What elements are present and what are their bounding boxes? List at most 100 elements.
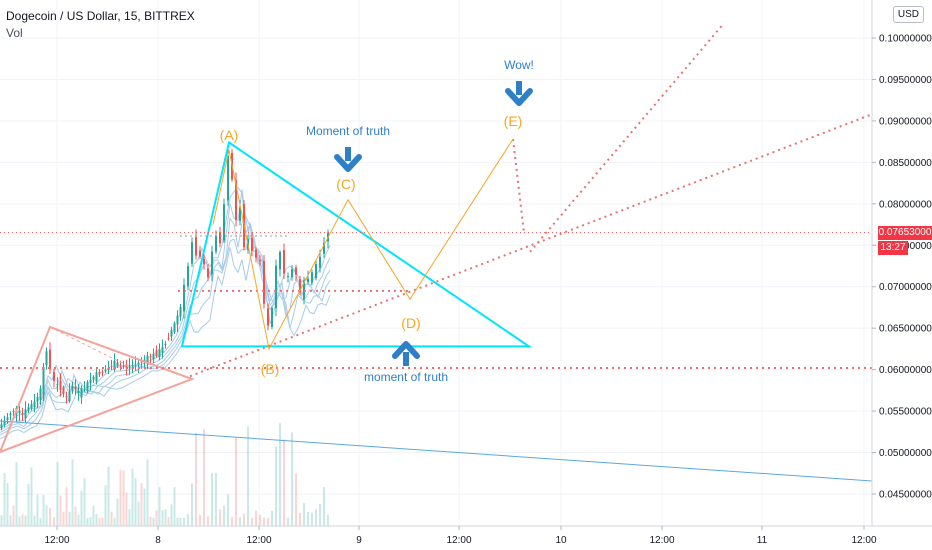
volume-bar — [68, 511, 71, 526]
candle-body — [263, 260, 265, 304]
volume-bar — [255, 510, 257, 526]
volume-bar — [203, 429, 205, 526]
annotation-text: Wow! — [504, 58, 534, 72]
volume-bar — [299, 512, 301, 526]
candle-body — [307, 278, 309, 283]
candle-body — [137, 362, 140, 365]
volume-bar — [39, 517, 42, 526]
volume-bar — [283, 439, 285, 526]
volume-bar — [164, 509, 167, 526]
volume-bar — [179, 517, 182, 526]
time-axis[interactable]: 12:00 8 12:00 9 12:00 10 12:00 11 12:00 — [0, 525, 932, 546]
candle-body — [21, 413, 24, 415]
volume-bar — [287, 517, 289, 526]
time-tick-label: 12:00 — [446, 535, 471, 546]
volume-bar — [98, 518, 101, 526]
volume-bar — [223, 505, 225, 526]
volume-bar — [53, 517, 55, 526]
volume-bar — [323, 487, 325, 526]
price-tick-label: 0.05000000 — [879, 448, 932, 459]
currency-button[interactable]: USD — [892, 6, 924, 23]
candle-body — [131, 365, 134, 367]
volume-bar — [0, 515, 3, 526]
candle-body — [176, 315, 179, 325]
volume-label[interactable]: Vol — [6, 26, 23, 40]
volume-bar — [271, 510, 273, 526]
grid-lines — [0, 0, 872, 526]
volume-bar — [49, 508, 51, 526]
candle-body — [187, 266, 189, 287]
volume-bar — [243, 513, 245, 526]
price-tick-label: 0.10000000 — [879, 34, 932, 45]
candle-body — [161, 347, 164, 353]
volume-bar — [12, 505, 15, 526]
volume-bar — [128, 509, 131, 526]
price-tick-label: 0.09500000 — [879, 75, 932, 86]
volume-bar — [131, 468, 134, 526]
arrow-down-icon — [345, 147, 351, 161]
volume-bar — [311, 512, 313, 526]
volume-bar — [45, 505, 48, 526]
wave-e-drop — [512, 139, 525, 233]
drawing-tools[interactable] — [0, 24, 873, 482]
volume-bar — [275, 446, 277, 526]
volume-bar — [104, 485, 107, 526]
candle-body — [299, 279, 301, 293]
price-tick-label: 0.06500000 — [879, 324, 932, 335]
volume-bar — [24, 515, 27, 526]
volume-bar — [259, 514, 261, 526]
volume-bar — [143, 488, 146, 526]
candle-body — [164, 343, 167, 345]
candle-body — [59, 380, 62, 390]
wave-label: (C) — [336, 176, 355, 192]
candle-body — [95, 372, 98, 382]
candle-body — [259, 260, 261, 262]
moving-average-line — [0, 215, 331, 434]
volume-bar — [215, 472, 217, 526]
time-tick-label: 12:00 — [851, 535, 876, 546]
volume-bar — [71, 459, 74, 526]
last-price-tag: 0.07653000 — [878, 225, 932, 240]
projection-ray-upper — [529, 24, 723, 253]
volume-bar — [315, 509, 317, 526]
candle-body — [49, 349, 51, 370]
wave-label: (E) — [504, 113, 523, 129]
candle-body — [291, 269, 293, 278]
candle-body — [275, 265, 277, 309]
volume-bar — [113, 517, 116, 526]
volume-bar — [327, 515, 329, 526]
candle-body — [62, 387, 65, 394]
elliott-wave-path — [212, 138, 514, 351]
candle-body — [110, 365, 113, 367]
volume-bar — [3, 472, 6, 526]
candle-body — [33, 401, 36, 408]
volume-bar — [239, 517, 241, 526]
candle-body — [6, 417, 9, 421]
candle-body — [295, 267, 297, 275]
candle-body — [80, 387, 83, 398]
price-axis[interactable]: 0.10000000 0.09500000 0.09000000 0.08500000… — [871, 0, 932, 526]
candle-body — [116, 362, 119, 367]
candle-body — [122, 365, 125, 367]
chart-legend: Dogecoin / US Dollar, 15, BITTREX Vol — [6, 8, 195, 42]
candle-body — [146, 355, 149, 365]
symbol-title[interactable]: Dogecoin / US Dollar, 15, BITTREX — [6, 9, 195, 23]
volume-bar — [167, 516, 170, 526]
volume-bar — [183, 517, 185, 526]
volume-bar — [187, 514, 189, 526]
candle-body — [36, 397, 39, 402]
candle-body — [279, 251, 281, 270]
volume-bar — [227, 494, 229, 526]
candle-body — [170, 330, 173, 337]
volume-bar — [18, 516, 21, 526]
volume-bar — [107, 466, 110, 526]
volume-bar — [122, 470, 125, 526]
arrow-up-icon — [403, 352, 409, 366]
volume-bar — [110, 511, 113, 526]
volume-bar — [42, 494, 45, 526]
time-tick-label: 8 — [155, 535, 161, 546]
candle-body — [9, 413, 12, 416]
candle-body — [83, 388, 86, 390]
